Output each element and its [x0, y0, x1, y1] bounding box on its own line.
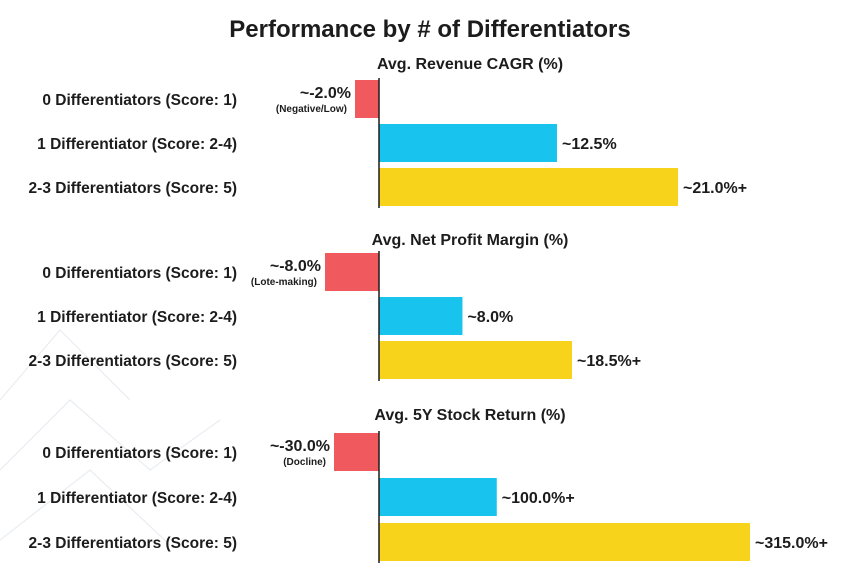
background-decoration — [0, 329, 221, 546]
panels-layer: Avg. Revenue CAGR (%) 0 Differentiators (… — [29, 56, 828, 563]
panel-title: Avg. 5Y Stock Return (%) — [374, 407, 565, 424]
value-label: ~100.0%+ — [502, 490, 575, 507]
value-label: ~315.0%+ — [755, 535, 828, 552]
panel-title: Avg. Net Profit Margin (%) — [372, 232, 569, 249]
bar — [334, 433, 379, 471]
value-label: ~-30.0% — [270, 438, 330, 455]
value-label: ~-8.0% — [270, 258, 321, 275]
bar — [379, 523, 750, 561]
panel-1: Avg. Revenue CAGR (%) 0 Differentiators (… — [29, 56, 747, 208]
bar — [379, 478, 497, 516]
category-label: 2-3 Differentiators (Score: 5) — [29, 535, 237, 552]
category-label: 0 Differentiators (Score: 1) — [42, 265, 237, 282]
bar — [379, 297, 463, 335]
note-label: (Negative/Low) — [276, 104, 347, 115]
bar — [379, 341, 572, 379]
category-label: 2-3 Differentiators (Score: 5) — [29, 353, 237, 370]
value-label: ~8.0% — [467, 309, 513, 326]
value-label: ~12.5% — [562, 136, 617, 153]
category-label: 1 Differentiator (Score: 2-4) — [37, 136, 237, 153]
chart-title: Performance by # of Differentiators — [229, 16, 630, 43]
bar — [355, 80, 379, 118]
panel-3: Avg. 5Y Stock Return (%) 0 Differentiator… — [29, 407, 828, 563]
panel-title: Avg. Revenue CAGR (%) — [377, 56, 563, 73]
value-label: ~21.0%+ — [683, 180, 747, 197]
category-label: 0 Differentiators (Score: 1) — [42, 445, 237, 462]
panel-2: Avg. Net Profit Margin (%) 0 Differentiat… — [29, 232, 641, 381]
category-label: 1 Differentiator (Score: 2-4) — [37, 309, 237, 326]
value-label: ~-2.0% — [300, 85, 351, 102]
category-label: 0 Differentiators (Score: 1) — [42, 92, 237, 109]
note-label: (Docline) — [283, 457, 326, 468]
bar — [379, 124, 557, 162]
category-label: 2-3 Differentiators (Score: 5) — [29, 180, 237, 197]
category-label: 1 Differentiator (Score: 2-4) — [37, 490, 237, 507]
bar — [325, 253, 379, 291]
bar — [379, 168, 678, 206]
value-label: ~18.5%+ — [577, 353, 641, 370]
note-label: (Lote-making) — [251, 277, 317, 288]
